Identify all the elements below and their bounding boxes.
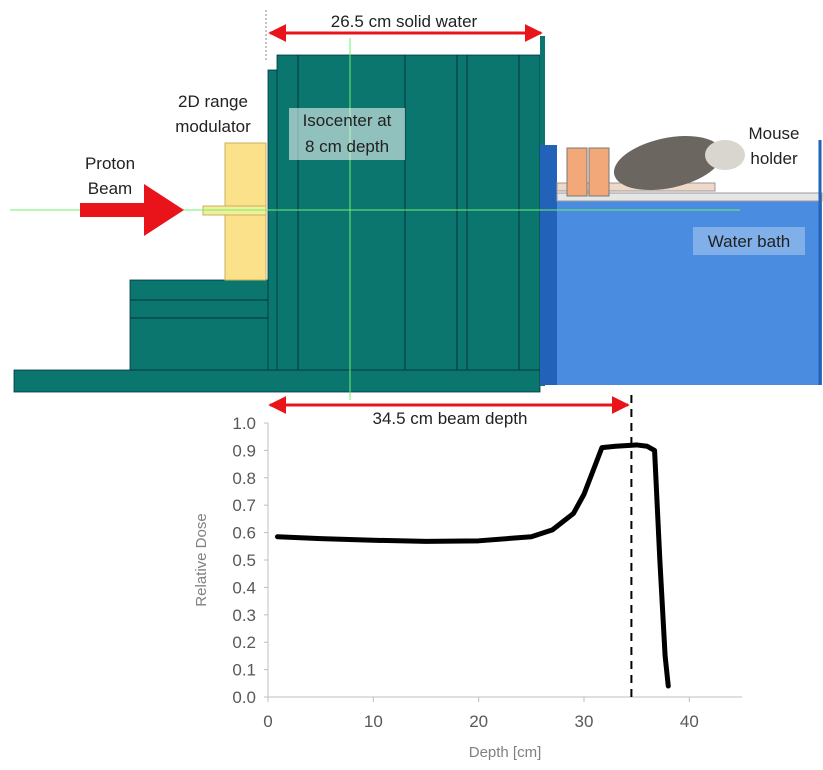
label-box — [289, 108, 405, 160]
slab-dividers — [297, 55, 520, 370]
y-tick-label: 0.4 — [232, 578, 256, 597]
holder-block — [588, 147, 610, 197]
holder-label: holder — [750, 149, 798, 168]
y-tick-label: 0.6 — [232, 524, 256, 543]
x-tick-label: 20 — [469, 712, 488, 731]
dose-curve — [274, 442, 671, 689]
plot: 0.0 0.1 0.2 0.3 0.4 0.5 0.6 0.7 0.8 0.9 1.0 0 10 20 30… — [232, 395, 742, 731]
modulator-label: 2D range — [178, 92, 248, 111]
label-box — [693, 227, 805, 255]
y-tick-label: 0.2 — [232, 633, 256, 652]
setup-diagram: 26.5 cm solid water 2D range modulator P… — [10, 10, 823, 428]
y-tick-label: 0.8 — [232, 469, 256, 488]
beam-arrow-head — [144, 184, 184, 236]
x-tick-label: 40 — [680, 712, 699, 731]
solid-water-slab — [267, 69, 279, 371]
y-tick-label: 0.5 — [232, 551, 256, 570]
y-tick-label: 0.7 — [232, 496, 256, 515]
bath-label: Water bath — [708, 232, 791, 251]
dimension-label: 34.5 cm beam depth — [373, 409, 528, 428]
y-tick-label: 1.0 — [232, 414, 256, 433]
holder-block — [566, 147, 588, 197]
platform — [556, 192, 823, 202]
beam-label: Proton — [85, 154, 135, 173]
x-axis-title: Depth [cm] — [469, 744, 542, 761]
y-axis-title: Relative Dose — [193, 513, 210, 606]
y-tick-label: 0.9 — [232, 441, 256, 460]
x-tick-label: 30 — [575, 712, 594, 731]
mouse-holder-cap — [705, 140, 745, 170]
solid-water — [276, 54, 541, 371]
dimension-label: 26.5 cm solid water — [331, 12, 478, 31]
stand — [129, 279, 278, 371]
y-tick-label: 0.0 — [232, 688, 256, 707]
modulator-label: modulator — [175, 117, 251, 136]
isocenter-label: Isocenter at — [303, 111, 392, 130]
holder-label: Mouse — [748, 124, 799, 143]
isocenter-label: 8 cm depth — [305, 137, 389, 156]
y-tick-label: 0.1 — [232, 661, 256, 680]
beam-label: Beam — [88, 179, 132, 198]
water-bath — [557, 200, 822, 385]
x-tick-label: 0 — [263, 712, 272, 731]
beam-arrow — [80, 203, 146, 217]
base-plate — [13, 369, 541, 393]
bath-wall — [540, 145, 557, 385]
y-tick-label: 0.3 — [232, 606, 256, 625]
x-tick-label: 10 — [364, 712, 383, 731]
mouse — [613, 136, 723, 190]
